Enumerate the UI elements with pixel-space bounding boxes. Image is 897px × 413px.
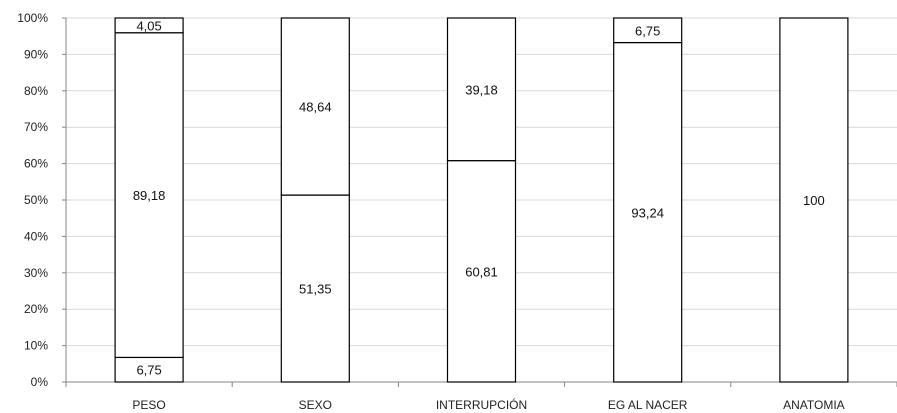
y-tick-label: 100% — [17, 11, 48, 25]
y-tick-label: 60% — [24, 157, 48, 171]
data-label: 6,75 — [136, 363, 161, 378]
bar-segment — [446, 17, 517, 162]
data-labels: 6,75 89,18 4,05 51,35 48,64 60,81 39,18 93,24 6,… — [133, 18, 825, 377]
y-tick-label: 10% — [24, 339, 48, 353]
y-tick-label: 0% — [31, 375, 49, 389]
data-label: 60,81 — [465, 264, 498, 279]
bar-segment — [280, 194, 350, 383]
bar-segments — [114, 17, 849, 383]
data-label: 93,24 — [631, 205, 664, 220]
bar-segment — [114, 356, 184, 383]
data-label: 39,18 — [465, 82, 498, 97]
bar-segment — [114, 17, 184, 34]
y-tick-label: 30% — [24, 266, 48, 280]
data-label: 6,75 — [635, 23, 660, 38]
x-tick-label: INTERRUPCIÓN — [436, 397, 527, 412]
x-tick-label: EG AL NACER — [608, 398, 688, 412]
y-tick-label: 40% — [24, 229, 48, 243]
y-tick-label: 50% — [24, 193, 48, 207]
bar-segment — [779, 17, 849, 383]
x-tick-label: PESO — [132, 398, 165, 412]
y-axis: 0% 10% 20% 30% 40% 50% 60% 70% 80% 90% 100% — [17, 11, 67, 389]
x-tick-label: ANATOMIA — [783, 398, 845, 412]
y-tick-label: 70% — [24, 120, 48, 134]
x-axis: PESO SEXO INTERRUPCIÓN EG AL NACER ANATOMIA — [65, 381, 897, 412]
data-label: 51,35 — [299, 282, 332, 297]
bar-segment — [613, 41, 683, 383]
y-tick-label: 20% — [24, 302, 48, 316]
bar-segment — [114, 32, 184, 359]
y-tick-label: 90% — [24, 47, 48, 61]
data-label: 100 — [803, 193, 825, 208]
bar-segment — [280, 17, 350, 196]
bar-segment — [446, 160, 517, 383]
y-tick-label: 80% — [24, 84, 48, 98]
x-tick-label: SEXO — [299, 398, 332, 412]
data-label: 89,18 — [133, 188, 166, 203]
data-label: 4,05 — [136, 18, 161, 33]
data-label: 48,64 — [299, 100, 332, 115]
bar-segment — [613, 17, 683, 44]
